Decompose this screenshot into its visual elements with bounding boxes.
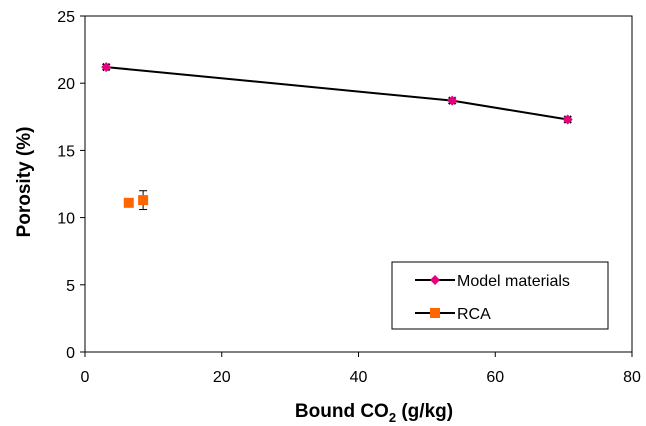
data-point-rca — [123, 197, 134, 208]
legend-marker-model-materials — [430, 275, 440, 285]
legend: Model materials RCA — [391, 261, 609, 330]
x-tick-label: 60 — [486, 369, 504, 386]
legend-box — [391, 261, 609, 330]
y-tick-label: 10 — [57, 211, 75, 228]
data-point-rca — [138, 195, 149, 206]
x-axis-title-main: Bound CO — [295, 401, 389, 422]
data-point-model-materials — [101, 62, 112, 73]
legend-entry-model-materials: Model materials — [415, 273, 570, 290]
y-tick-label: 0 — [66, 345, 75, 362]
axis-ticks: 0 5 10 15 20 25 0 20 40 60 80 — [57, 9, 641, 386]
y-tick-label: 15 — [57, 143, 75, 160]
x-axis-title: Bound CO2 (g/kg) — [295, 401, 453, 425]
series-line-model-materials — [106, 66, 568, 121]
x-tick-label: 40 — [350, 369, 368, 386]
series-rca — [123, 190, 149, 211]
legend-entry-rca: RCA — [415, 306, 491, 323]
legend-marker-rca — [430, 308, 440, 318]
x-axis-title-suffix: (g/kg) — [396, 401, 453, 422]
legend-label-model-materials: Model materials — [457, 273, 570, 290]
data-point-model-materials — [562, 114, 573, 125]
legend-label-rca: RCA — [457, 306, 491, 323]
x-tick-label: 20 — [213, 369, 231, 386]
y-tick-label: 25 — [57, 9, 75, 26]
x-tick-label: 0 — [81, 369, 90, 386]
y-tick-label: 5 — [66, 278, 75, 295]
x-axis-title-subscript: 2 — [389, 410, 396, 425]
y-tick-label: 20 — [57, 76, 75, 93]
series-model-materials — [101, 62, 573, 125]
x-tick-label: 80 — [623, 369, 641, 386]
data-point-model-materials — [447, 95, 458, 106]
y-axis-title: Porosity (%) — [14, 127, 35, 238]
series-layer — [101, 62, 573, 211]
